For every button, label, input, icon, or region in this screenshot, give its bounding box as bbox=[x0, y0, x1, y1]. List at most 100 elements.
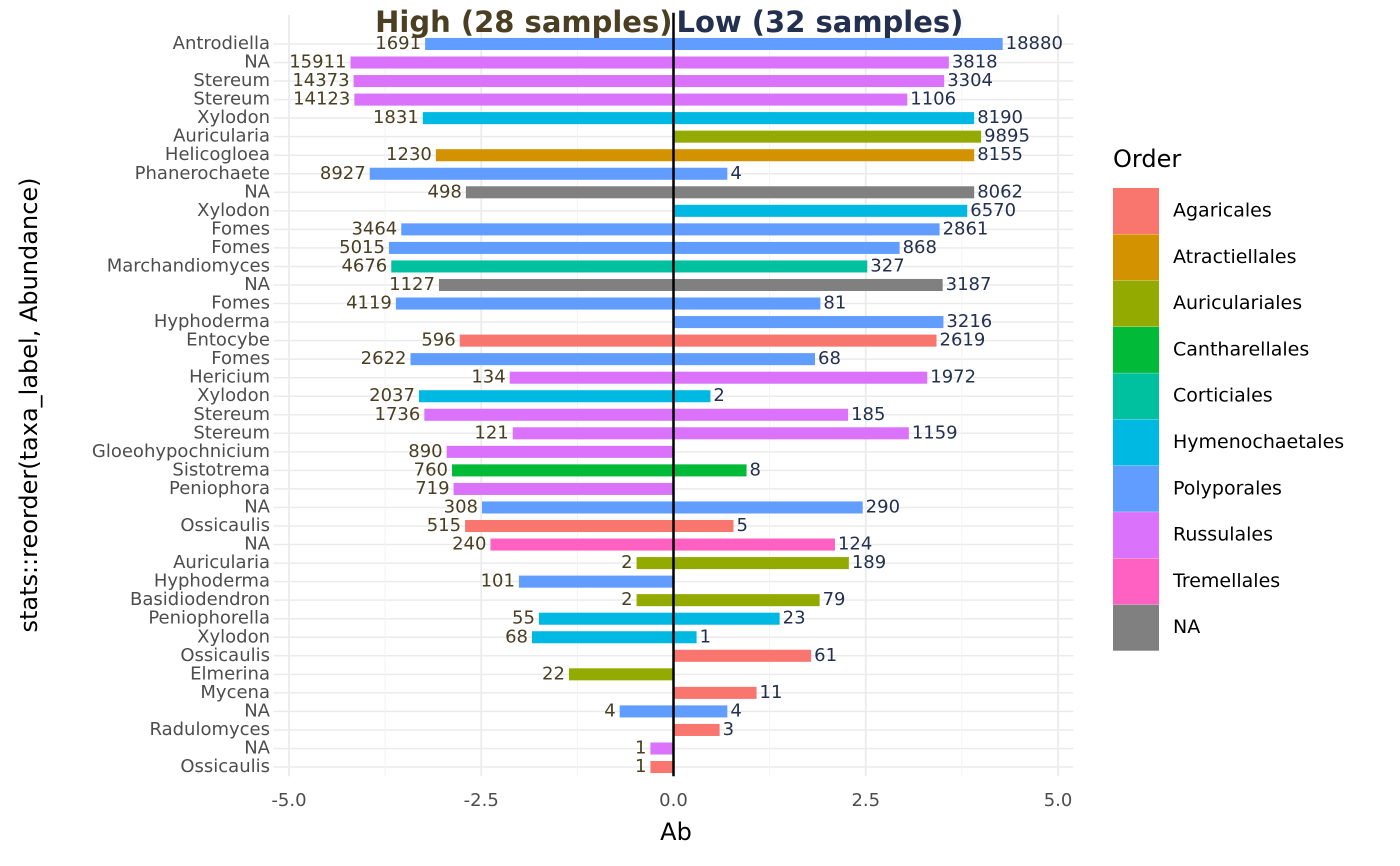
value-label: 1106 bbox=[910, 89, 956, 110]
bar bbox=[673, 427, 909, 440]
value-label: 3304 bbox=[947, 70, 993, 91]
bar bbox=[673, 37, 1003, 50]
value-label: 308 bbox=[444, 496, 478, 517]
bar bbox=[619, 705, 674, 718]
x-tick-label: -5.0 bbox=[271, 790, 306, 811]
y-tick-label: Stereum bbox=[193, 404, 270, 425]
bar bbox=[673, 390, 711, 403]
legend-key bbox=[1113, 419, 1159, 466]
y-tick-label: Antrodiella bbox=[173, 33, 270, 54]
x-tick-label: -2.5 bbox=[464, 790, 499, 811]
value-label: 1736 bbox=[375, 404, 421, 425]
value-label: 1691 bbox=[375, 33, 421, 54]
value-label: 2861 bbox=[943, 218, 989, 239]
value-label: 2622 bbox=[361, 348, 407, 369]
bar bbox=[388, 241, 674, 254]
legend-label: Atractiellales bbox=[1173, 246, 1297, 268]
bar bbox=[673, 631, 697, 644]
bar bbox=[568, 668, 674, 681]
bar bbox=[435, 149, 674, 162]
legend-label: Hymenochaetales bbox=[1173, 431, 1344, 453]
bar bbox=[353, 75, 674, 88]
y-tick-label: Fomes bbox=[211, 237, 270, 258]
value-label: 498 bbox=[428, 181, 462, 202]
bar bbox=[452, 464, 674, 477]
legend-label: Cantharellales bbox=[1173, 338, 1309, 360]
bar bbox=[636, 594, 674, 607]
value-label: 240 bbox=[452, 534, 486, 555]
y-axis-title: stats::reorder(taxa_label, Abundance) bbox=[15, 177, 43, 632]
bar bbox=[422, 112, 674, 125]
y-tick-label: Ossicaulis bbox=[180, 515, 270, 536]
value-label: 4119 bbox=[346, 293, 392, 314]
bar bbox=[531, 631, 674, 644]
bar bbox=[673, 408, 849, 421]
bar bbox=[673, 501, 863, 514]
value-label: 327 bbox=[870, 255, 904, 276]
y-tick-label: Elmerina bbox=[190, 663, 270, 684]
value-label: 15911 bbox=[289, 52, 346, 73]
bar bbox=[673, 612, 780, 625]
bar bbox=[538, 612, 674, 625]
legend-label: Agaricales bbox=[1173, 200, 1272, 222]
value-label: 8927 bbox=[320, 163, 366, 184]
legend-key bbox=[1113, 234, 1159, 281]
bar bbox=[673, 56, 949, 69]
value-label: 4 bbox=[730, 700, 741, 721]
y-tick-label: Xylodon bbox=[197, 385, 270, 406]
y-tick-label: Marchandiomyces bbox=[107, 255, 270, 276]
bar bbox=[673, 723, 720, 736]
bar bbox=[673, 557, 849, 570]
y-tick-label: NA bbox=[244, 700, 270, 721]
y-tick-label: Stereum bbox=[193, 89, 270, 110]
value-label: 290 bbox=[866, 496, 900, 517]
bar bbox=[673, 93, 908, 106]
value-label: 81 bbox=[823, 293, 846, 314]
bar bbox=[636, 557, 674, 570]
y-tick-label: Peniophorella bbox=[148, 608, 270, 629]
bar bbox=[673, 149, 975, 162]
legend-label: Auriculariales bbox=[1173, 292, 1302, 314]
legend-key bbox=[1113, 188, 1159, 234]
bar bbox=[673, 241, 900, 254]
y-tick-label: Hericium bbox=[189, 367, 270, 388]
bar bbox=[418, 390, 674, 403]
y-tick-label: Gloeohypochnicium bbox=[92, 441, 270, 462]
y-tick-label: NA bbox=[244, 496, 270, 517]
bar bbox=[512, 427, 674, 440]
value-label: 189 bbox=[852, 552, 886, 573]
bar bbox=[350, 56, 674, 69]
value-label: 1 bbox=[635, 756, 646, 777]
y-tick-label: Basidiodendron bbox=[130, 589, 270, 610]
value-label: 2037 bbox=[369, 385, 415, 406]
value-label: 3216 bbox=[946, 311, 992, 332]
x-tick-label: 2.5 bbox=[851, 790, 880, 811]
bar bbox=[673, 371, 928, 384]
bar bbox=[459, 334, 674, 347]
bar bbox=[424, 408, 674, 421]
bar bbox=[395, 297, 674, 310]
value-label: 5015 bbox=[339, 237, 385, 258]
bar bbox=[673, 130, 982, 143]
y-tick-label: Mycena bbox=[200, 682, 270, 703]
bar bbox=[673, 75, 945, 88]
bar bbox=[673, 186, 975, 199]
value-label: 890 bbox=[408, 441, 442, 462]
bar bbox=[401, 223, 674, 236]
bar bbox=[465, 186, 674, 199]
legend-label: NA bbox=[1173, 616, 1200, 638]
value-label: 2619 bbox=[940, 330, 986, 351]
value-label: 2 bbox=[713, 385, 724, 406]
value-label: 4 bbox=[604, 700, 615, 721]
legend-key bbox=[1113, 512, 1159, 559]
bar bbox=[410, 353, 674, 366]
value-label: 1127 bbox=[389, 274, 435, 295]
value-label: 1230 bbox=[386, 144, 432, 165]
bar bbox=[673, 278, 943, 292]
value-label: 14123 bbox=[293, 89, 350, 110]
value-label: 596 bbox=[421, 330, 455, 351]
bar bbox=[673, 649, 812, 662]
bar bbox=[354, 93, 674, 106]
y-tick-label: Auricularia bbox=[173, 552, 270, 573]
